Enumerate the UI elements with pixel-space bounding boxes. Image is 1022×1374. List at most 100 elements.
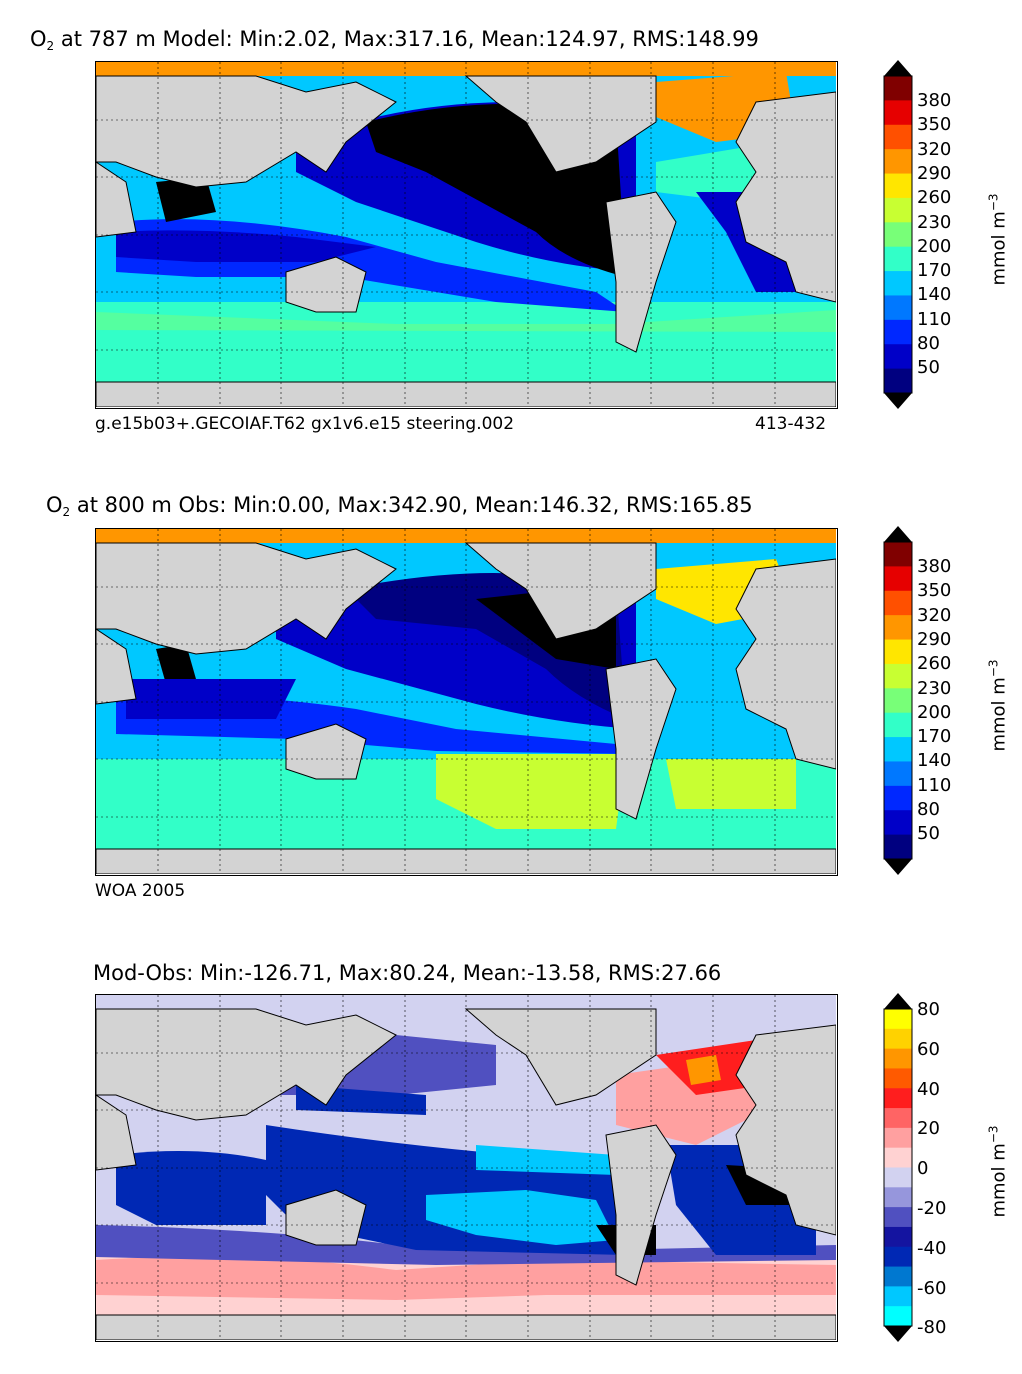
colorbar-tick-label: 290 (917, 162, 952, 184)
panel3-title: Mod-Obs: Min:-126.71, Max:80.24, Mean:-1… (93, 961, 722, 985)
colorbar-segment (884, 737, 912, 762)
colorbar-segment (884, 1048, 912, 1069)
colorbar-tick-label: 350 (917, 114, 952, 136)
colorbar-segment (884, 566, 912, 592)
colorbar-segment (884, 197, 912, 223)
colorbar-tick-label: 260 (917, 187, 952, 209)
panel3-units-label: mmol m−3 (986, 1125, 1010, 1218)
panel2-title: O2 at 800 m Obs: Min:0.00, Max:342.90, M… (46, 493, 753, 519)
colorbar-tick-label: -80 (917, 1317, 947, 1339)
north-atlantic-peak (686, 1055, 721, 1085)
colorbar-segment (884, 1068, 912, 1089)
colorbar-svg (883, 60, 913, 409)
panel1-map (95, 61, 838, 409)
colorbar-bottom-arrow (884, 393, 912, 409)
colorbar-tick-label: 350 (917, 580, 952, 602)
southern-positive-band (96, 1256, 836, 1300)
south-pacific-high (436, 754, 626, 829)
colorbar-svg (883, 993, 913, 1342)
panel2-caption-left: WOA 2005 (95, 881, 186, 901)
colorbar-tick-label: -60 (917, 1277, 947, 1299)
colorbar-segment (884, 1207, 912, 1228)
panel1-title: O2 at 787 m Model: Min:2.02, Max:317.16,… (30, 27, 759, 53)
colorbar-tick-label: 200 (917, 701, 952, 723)
colorbar-tick-label: 40 (917, 1078, 940, 1100)
colorbar-segment (884, 1187, 912, 1208)
colorbar-segment (884, 100, 912, 126)
colorbar-bottom-arrow (884, 1326, 912, 1342)
colorbar-segment (884, 590, 912, 616)
colorbar-segment (884, 810, 912, 836)
southern-band (96, 310, 836, 332)
panel1-colorbar (883, 60, 913, 409)
colorbar-segment (884, 1108, 912, 1129)
colorbar-segment (884, 834, 912, 860)
panel3-map (95, 994, 838, 1342)
colorbar-segment (884, 271, 912, 296)
panel3-colorbar (883, 993, 913, 1342)
colorbar-segment (884, 124, 912, 150)
south-atlantic-high (666, 759, 796, 809)
colorbar-svg (883, 526, 913, 875)
colorbar-tick-label: 230 (917, 211, 952, 233)
colorbar-tick-label: 260 (917, 653, 952, 675)
colorbar-segment (884, 542, 912, 567)
colorbar-segment (884, 344, 912, 370)
colorbar-segment (884, 1226, 912, 1248)
equatorial-strong-negative (476, 1145, 616, 1175)
graticule (96, 62, 836, 407)
south-pacific-strong-negative (426, 1190, 616, 1245)
colorbar-tick-label: 80 (917, 999, 940, 1020)
colorbar-segment (884, 1286, 912, 1307)
colorbar-segment (884, 639, 912, 665)
colorbar-segment (884, 76, 912, 101)
colorbar-segment (884, 1306, 912, 1327)
colorbar-top-arrow (884, 993, 912, 1009)
colorbar-tick-label: -40 (917, 1237, 947, 1259)
colorbar-segment (884, 615, 912, 641)
colorbar-segment (884, 1088, 912, 1109)
colorbar-segment (884, 173, 912, 199)
panel1-caption-left: g.e15b03+.GECOIAF.T62 gx1v6.e15 steering… (95, 414, 515, 434)
colorbar-segment (884, 688, 912, 714)
colorbar-segment (884, 368, 912, 394)
colorbar-segment (884, 1167, 912, 1188)
colorbar-segment (884, 1246, 912, 1268)
colorbar-top-arrow (884, 526, 912, 542)
panel2-map (95, 528, 838, 876)
panel2-units-label: mmol m−3 (986, 659, 1010, 752)
continents (96, 1008, 836, 1340)
indian-ocean-band (116, 230, 376, 262)
colorbar-segment (884, 1147, 912, 1168)
colorbar-tick-label: 380 (917, 556, 952, 577)
panel1-caption-right: 413-432 (755, 414, 827, 434)
colorbar-tick-label: 200 (917, 235, 952, 257)
colorbar-tick-label: 170 (917, 726, 952, 748)
colorbar-tick-label: 20 (917, 1118, 940, 1140)
colorbar-segment (884, 1266, 912, 1287)
colorbar-segment (884, 712, 912, 738)
indian-ocean-band (126, 679, 296, 719)
colorbar-bottom-arrow (884, 859, 912, 875)
colorbar-tick-label: 80 (917, 799, 940, 820)
colorbar-segment (884, 663, 912, 689)
panel1-units-label: mmol m−3 (986, 193, 1010, 286)
arabian-sea-omz (156, 644, 196, 684)
colorbar-tick-label: 320 (917, 138, 952, 160)
colorbar-tick-label: 290 (917, 628, 952, 650)
colorbar-tick-label: 140 (917, 284, 952, 306)
graticule (96, 995, 836, 1340)
indian-ocean-negative (116, 1151, 266, 1225)
colorbar-tick-label: 60 (917, 1038, 940, 1060)
colorbar-tick-label: 50 (917, 357, 940, 379)
colorbar-segment (884, 785, 912, 811)
colorbar-tick-label: 380 (917, 90, 952, 111)
graticule (96, 529, 836, 874)
colorbar-segment (884, 1009, 912, 1030)
colorbar-segment (884, 246, 912, 272)
colorbar-tick-label: 0 (917, 1158, 929, 1180)
colorbar-tick-label: 170 (917, 260, 952, 282)
colorbar-segment (884, 1028, 912, 1050)
colorbar-tick-label: 320 (917, 604, 952, 626)
colorbar-tick-label: 140 (917, 750, 952, 772)
